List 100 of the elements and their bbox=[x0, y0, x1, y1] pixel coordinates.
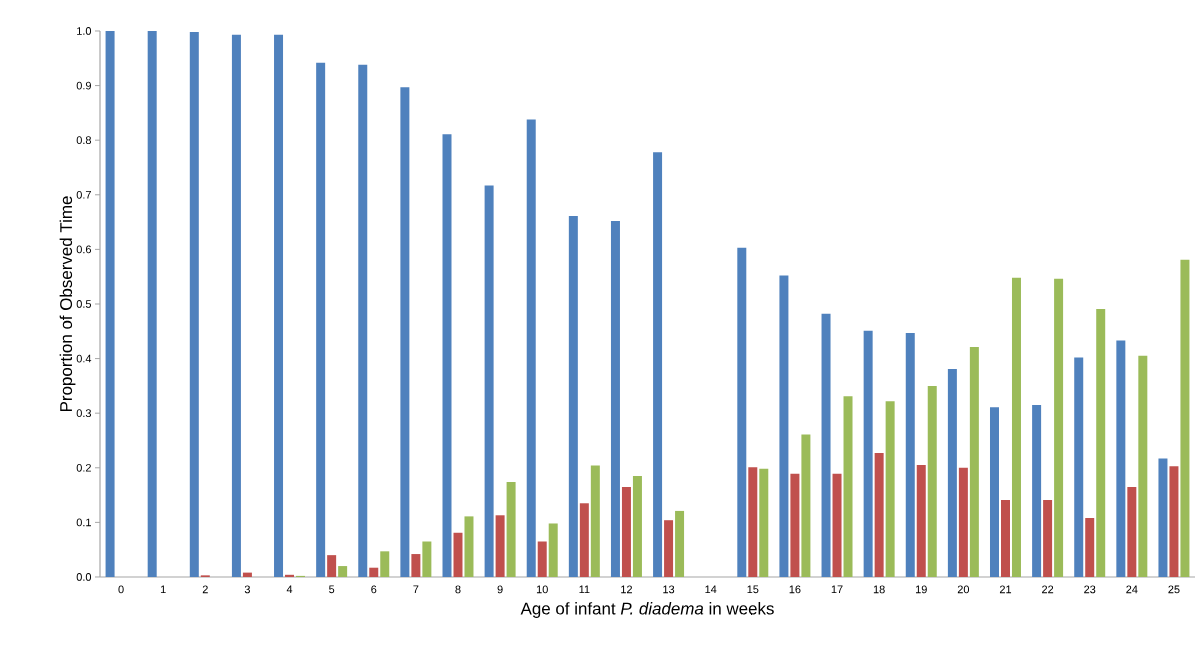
x-tick-label: 25 bbox=[1168, 585, 1180, 594]
bar bbox=[748, 467, 758, 577]
bar bbox=[285, 574, 295, 577]
x-tick-label: 10 bbox=[536, 585, 548, 594]
bar bbox=[464, 516, 474, 577]
bar bbox=[495, 515, 505, 577]
x-tick-label: 1 bbox=[160, 585, 166, 594]
bar bbox=[1116, 340, 1126, 577]
bar bbox=[579, 503, 589, 577]
x-tick-label: 14 bbox=[705, 585, 717, 594]
y-tick-label: 0.4 bbox=[76, 354, 92, 363]
bar bbox=[548, 523, 558, 577]
y-tick-label: 0.0 bbox=[76, 573, 92, 581]
y-tick-label: 0.9 bbox=[76, 81, 91, 90]
bar bbox=[737, 247, 747, 577]
x-tick-label: 17 bbox=[831, 585, 843, 594]
bar bbox=[189, 32, 199, 577]
y-tick-label: 0.1 bbox=[76, 518, 91, 527]
bar bbox=[969, 347, 979, 577]
bar bbox=[779, 275, 789, 577]
x-tick-label: 15 bbox=[747, 585, 759, 594]
bar bbox=[927, 385, 937, 577]
y-tick-label: 0.5 bbox=[76, 300, 92, 308]
bar bbox=[1169, 466, 1179, 577]
x-tick-label: 5 bbox=[329, 585, 335, 594]
bar bbox=[610, 220, 620, 577]
bar bbox=[1032, 404, 1042, 577]
bar bbox=[843, 396, 853, 577]
bar bbox=[526, 119, 536, 577]
y-tick-label: 1.0 bbox=[77, 27, 92, 35]
y-tick-label: 0.7 bbox=[76, 190, 91, 199]
x-tick-label: 2 bbox=[202, 585, 208, 594]
bar bbox=[338, 566, 348, 577]
x-tick-label: 16 bbox=[789, 585, 801, 594]
bar bbox=[790, 473, 800, 577]
bar bbox=[105, 30, 115, 577]
x-tick-label: 9 bbox=[497, 585, 503, 594]
bar bbox=[242, 572, 252, 577]
x-tick-label: 11 bbox=[579, 585, 590, 594]
bar bbox=[905, 332, 915, 577]
bar bbox=[653, 152, 663, 577]
x-tick-label: 0 bbox=[118, 585, 124, 594]
bar bbox=[1180, 259, 1190, 577]
bar bbox=[1054, 278, 1064, 577]
bar bbox=[1085, 518, 1095, 577]
bar bbox=[590, 465, 600, 577]
bar bbox=[1043, 500, 1053, 577]
bar bbox=[147, 30, 157, 577]
bar bbox=[1011, 277, 1021, 577]
x-tick-label: 13 bbox=[663, 585, 675, 594]
bar bbox=[621, 486, 631, 577]
bar bbox=[863, 330, 873, 577]
bar bbox=[274, 34, 284, 577]
x-tick-label: 8 bbox=[455, 585, 461, 594]
bar bbox=[484, 185, 494, 577]
bar bbox=[422, 541, 432, 577]
x-tick-label: 21 bbox=[999, 585, 1012, 594]
x-tick-label: 22 bbox=[1042, 585, 1054, 594]
y-tick-label: 0.8 bbox=[76, 136, 92, 145]
bar bbox=[1158, 458, 1168, 577]
bar bbox=[400, 87, 410, 577]
x-tick-label: 18 bbox=[873, 585, 885, 594]
y-tick-label: 0.2 bbox=[76, 463, 91, 472]
bar bbox=[506, 481, 516, 577]
bar bbox=[1000, 500, 1010, 577]
y-tick-label: 0.6 bbox=[76, 245, 92, 254]
bar bbox=[885, 401, 895, 577]
bar bbox=[369, 567, 379, 577]
bar bbox=[568, 216, 578, 577]
bar bbox=[453, 532, 463, 577]
y-axis-title: Proportion of Observed Time bbox=[59, 196, 76, 411]
bar bbox=[316, 62, 326, 577]
bar bbox=[947, 368, 957, 577]
bar bbox=[759, 468, 769, 577]
bar bbox=[1074, 357, 1084, 577]
x-tick-label: 7 bbox=[413, 585, 419, 594]
bar bbox=[411, 554, 421, 577]
bar bbox=[632, 475, 642, 577]
y-tick-label: 0.3 bbox=[76, 409, 92, 418]
bar bbox=[327, 555, 337, 577]
bar bbox=[801, 434, 811, 577]
bar bbox=[821, 313, 831, 577]
bar bbox=[664, 520, 674, 577]
bar bbox=[380, 551, 390, 577]
bar bbox=[989, 407, 999, 577]
bar bbox=[958, 467, 968, 577]
x-tick-label: 23 bbox=[1084, 585, 1096, 594]
bar bbox=[358, 64, 368, 577]
x-tick-label: 3 bbox=[244, 585, 250, 594]
x-axis-title: Age of infant P. diadema in weeks bbox=[520, 602, 774, 618]
x-tick-label: 20 bbox=[957, 585, 970, 594]
bar bbox=[874, 453, 884, 577]
x-tick-label: 19 bbox=[915, 585, 927, 594]
bar bbox=[231, 34, 241, 577]
x-tick-label: 6 bbox=[371, 585, 377, 594]
bar bbox=[1127, 486, 1137, 577]
x-tick-label: 12 bbox=[621, 585, 632, 594]
bar bbox=[916, 465, 926, 577]
x-tick-label: 4 bbox=[286, 585, 293, 594]
bar bbox=[1096, 308, 1106, 577]
